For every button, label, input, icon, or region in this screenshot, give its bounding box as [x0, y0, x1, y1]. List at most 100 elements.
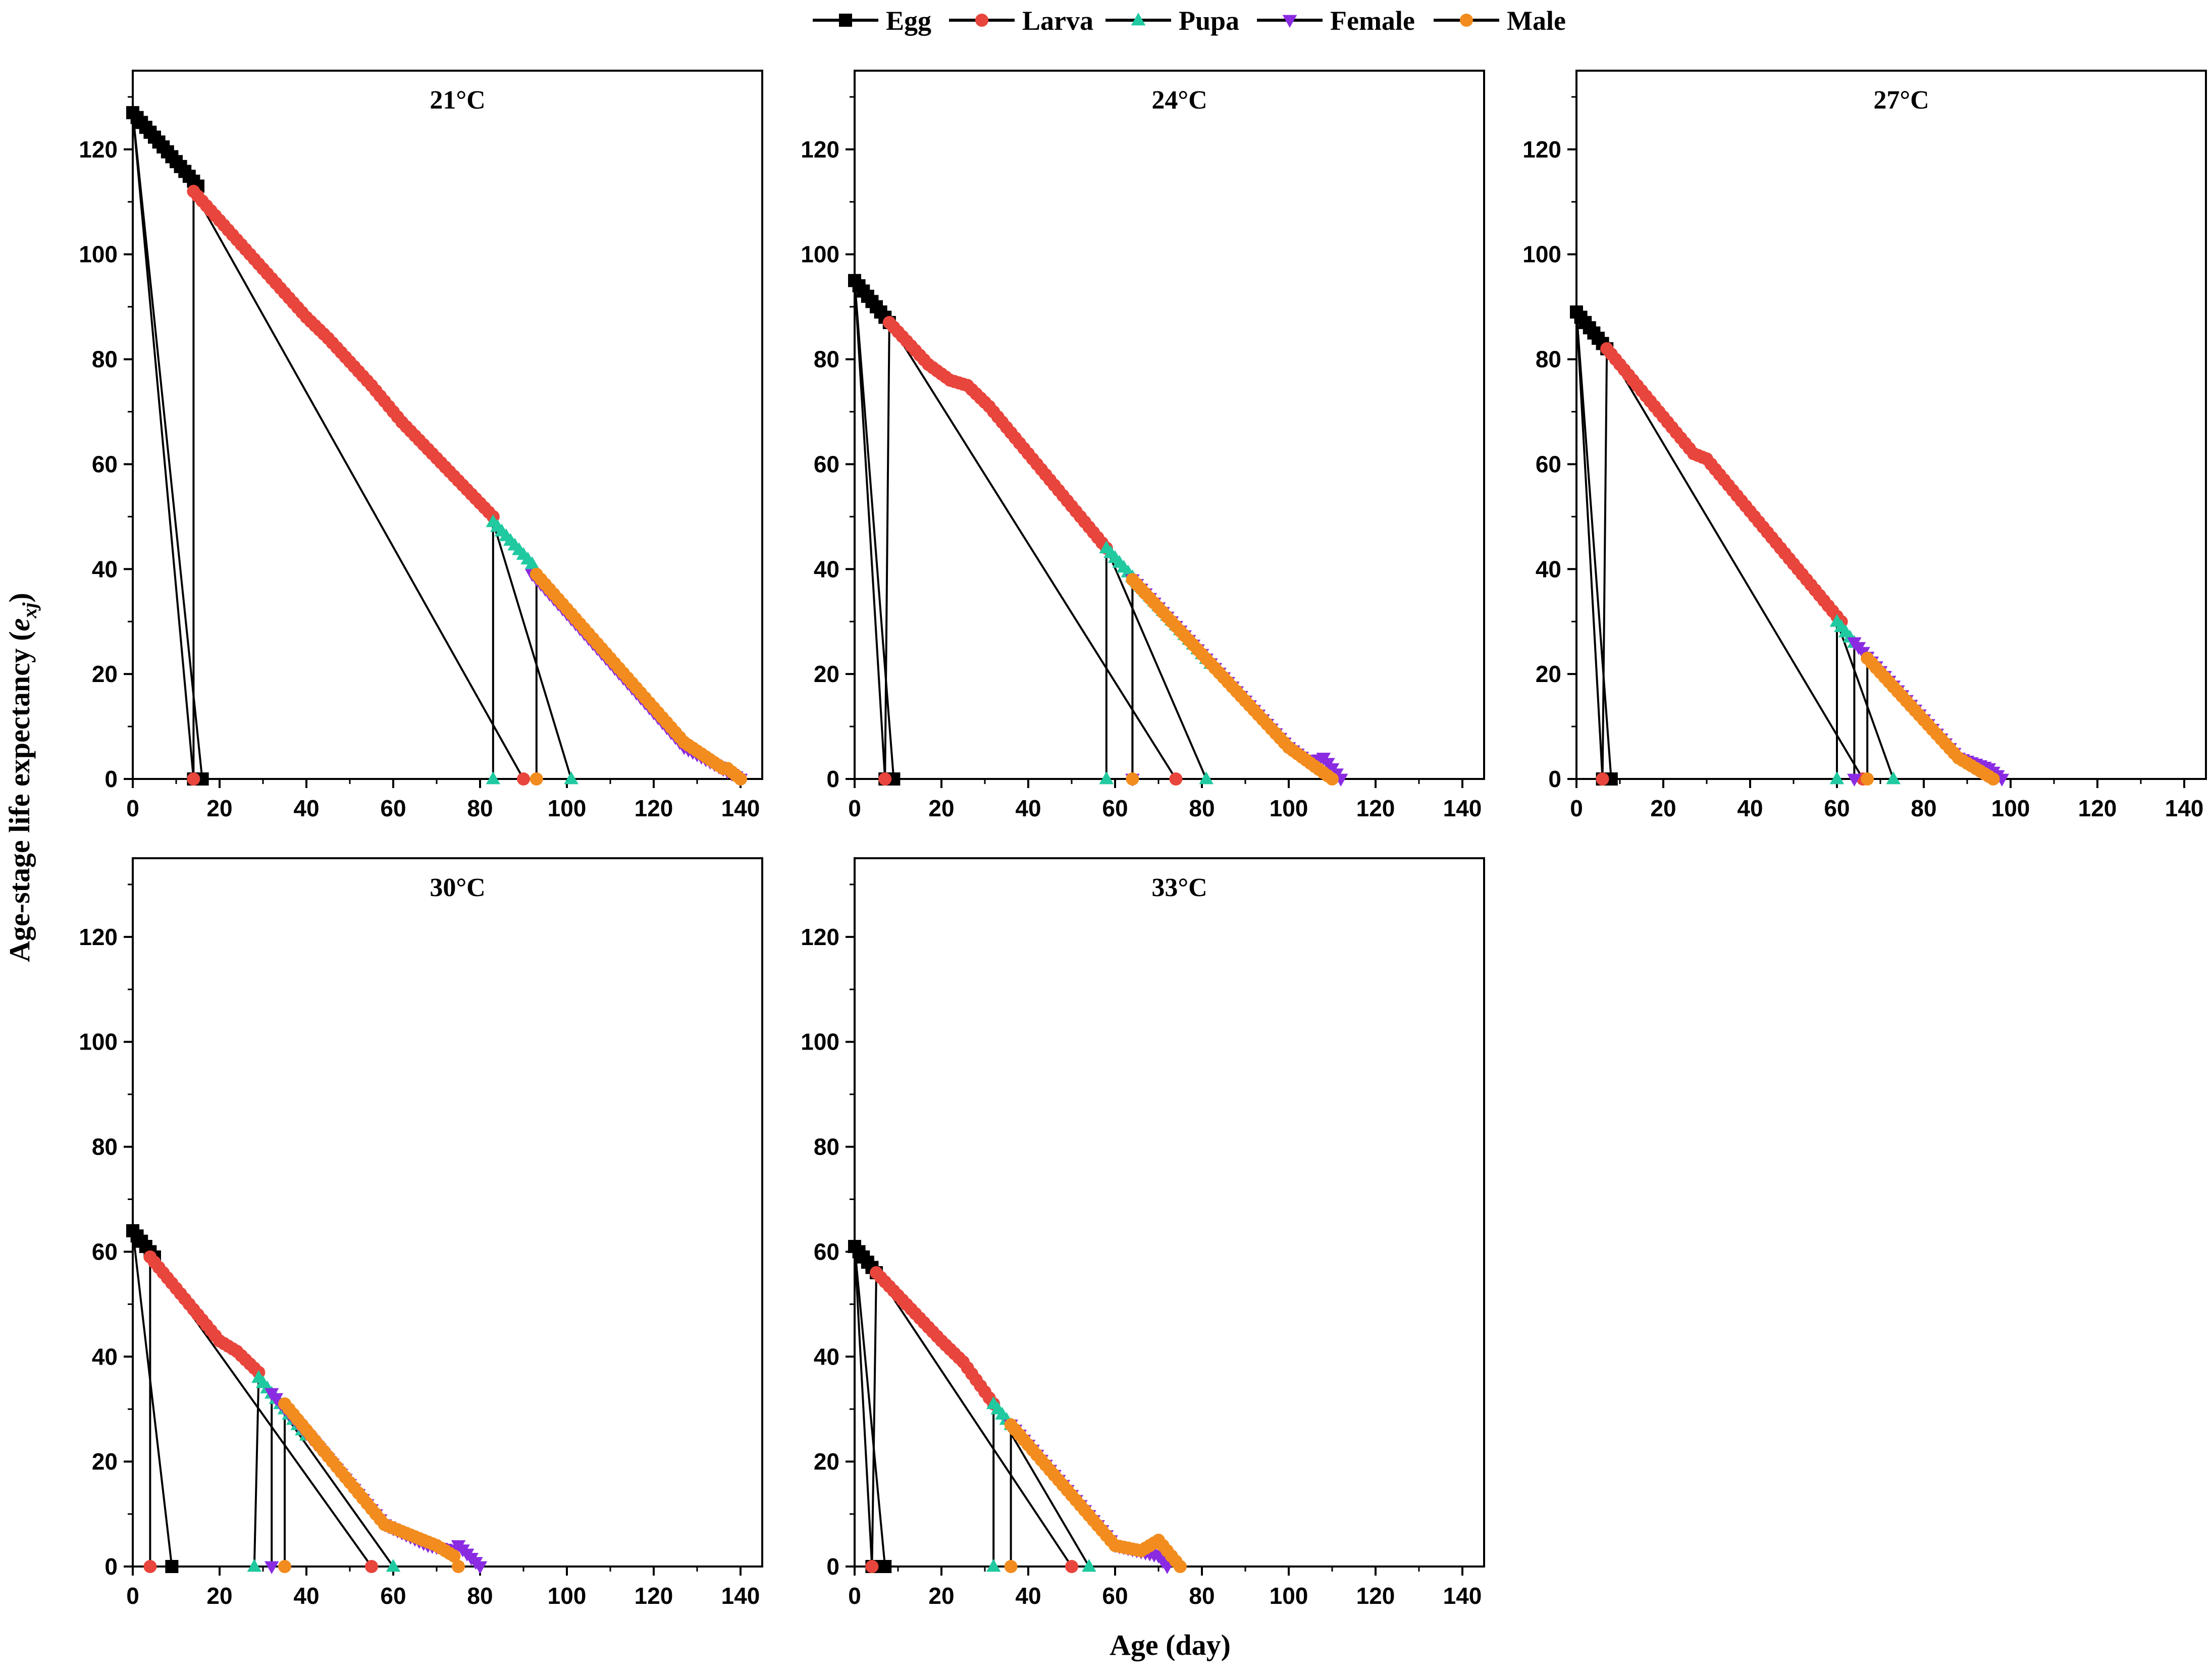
series-larva	[143, 1250, 378, 1573]
x-tick-label: 60	[1102, 795, 1128, 821]
drop-point-egg	[878, 1560, 892, 1573]
x-tick-label: 80	[1189, 795, 1215, 821]
series-male	[1861, 651, 2000, 786]
drop-point-larva	[143, 1560, 157, 1573]
x-tick-label: 100	[1270, 1583, 1308, 1609]
drop-line-egg	[132, 1230, 173, 1567]
chart-panel-4: 0 20 40 60 80 100 120 140 0 20 40 60 80 100 120 30°C	[79, 857, 763, 1609]
y-tick-label: 120	[801, 136, 839, 163]
chart-panels: 0 20 40 60 80 100 120 140 0 20 40 60 80 100 120 21°C 0 20…	[79, 70, 2207, 1609]
y-tick-label: 0	[826, 1553, 839, 1580]
y-tick-label: 60	[92, 451, 118, 477]
legend-marker-larva	[975, 14, 988, 27]
y-axis-title: Age-stage life expectancy (exj)	[3, 593, 41, 962]
drop-line-larva	[884, 322, 890, 779]
y-tick-label: 100	[801, 241, 839, 268]
x-tick-label: 80	[1911, 795, 1936, 821]
x-tick-label: 40	[1737, 795, 1763, 821]
y-tick-label: 20	[92, 1448, 118, 1475]
panel-title: 30°C	[430, 873, 485, 902]
plot-frame	[132, 857, 763, 1568]
x-tick-label: 0	[1570, 795, 1583, 821]
y-tick-label: 60	[814, 1238, 839, 1265]
x-tick-label: 20	[206, 795, 232, 821]
x-tick-label: 80	[467, 1583, 493, 1609]
panel-title: 21°C	[430, 86, 485, 115]
y-tick-label: 120	[1522, 136, 1561, 163]
drop-point-male	[278, 1560, 291, 1573]
drop-line-egg	[1575, 311, 1604, 779]
point-male	[452, 1560, 465, 1573]
drop-lines	[854, 280, 1207, 780]
series-egg	[126, 106, 209, 786]
legend-item-female: Female	[1257, 6, 1415, 36]
drop-line-larva	[1601, 348, 1608, 779]
x-tick-label: 20	[1650, 795, 1676, 821]
drop-line-larva	[875, 1272, 1073, 1568]
point-male	[1326, 772, 1339, 786]
drop-point-pupa	[1082, 1559, 1096, 1572]
y-tick-label: 40	[814, 1343, 839, 1370]
drop-point-pupa	[386, 1559, 401, 1572]
x-tick-label: 120	[635, 1583, 673, 1609]
series-larva	[187, 185, 530, 786]
y-tick-label: 40	[92, 1343, 118, 1370]
point-male	[734, 772, 747, 786]
plot-frame	[132, 70, 763, 780]
drop-point-egg	[165, 1560, 179, 1573]
series-male	[278, 1397, 465, 1573]
x-tick-label: 20	[928, 1583, 954, 1609]
x-tick-label: 100	[548, 795, 587, 821]
y-tick-label: 40	[1536, 556, 1561, 582]
y-tick-label: 80	[814, 1134, 839, 1160]
drop-line-pupa	[253, 1377, 260, 1567]
x-tick-label: 140	[721, 795, 760, 821]
y-tick-label: 100	[801, 1029, 839, 1055]
drop-line-pupa	[1105, 547, 1207, 779]
y-tick-label: 0	[104, 1553, 118, 1580]
legend-label-egg: Egg	[886, 6, 931, 36]
panel-title: 27°C	[1873, 86, 1929, 115]
legend-marker-pupa	[1131, 13, 1146, 26]
x-tick-label: 120	[1356, 795, 1395, 821]
drop-point-pupa	[486, 771, 501, 785]
drop-line-egg	[132, 112, 195, 779]
drop-line-larva	[1606, 348, 1864, 780]
x-tick-label: 140	[1443, 1583, 1482, 1609]
x-tick-label: 80	[1189, 1583, 1215, 1609]
y-tick-label: 0	[1548, 766, 1561, 792]
legend-marker-female	[1282, 15, 1297, 28]
drop-point-male	[530, 772, 543, 786]
x-tick-label: 40	[1015, 795, 1041, 821]
chart-panel-5: 0 20 40 60 80 100 120 140 0 20 40 60 80 100 120 33°C	[801, 857, 1485, 1609]
drop-point-male	[1861, 772, 1874, 786]
series-larva	[1596, 342, 1870, 786]
y-tick-label: 20	[1536, 661, 1561, 687]
point-pupa	[524, 556, 540, 569]
series-pupa	[486, 514, 578, 785]
x-tick-label: 0	[848, 1583, 861, 1609]
drop-point-pupa	[1099, 771, 1114, 785]
x-tick-label: 40	[293, 1583, 319, 1609]
drop-line-larva	[192, 191, 524, 779]
drop-point-pupa	[247, 1559, 262, 1572]
drop-point-pupa	[1886, 771, 1901, 785]
x-tick-label: 140	[1443, 795, 1482, 821]
drop-line-larva	[871, 1272, 877, 1567]
legend-label-male: Male	[1507, 6, 1566, 36]
x-tick-label: 60	[1102, 1583, 1128, 1609]
drop-point-larva	[187, 772, 200, 786]
y-tick-label: 120	[79, 136, 118, 163]
drop-point-male	[1004, 1560, 1018, 1573]
drop-point-larva	[1065, 1560, 1078, 1573]
series-male	[1004, 1418, 1187, 1573]
drop-point-larva	[365, 1560, 378, 1573]
drop-point-pupa	[1829, 771, 1845, 785]
y-tick-label: 60	[814, 451, 839, 477]
y-tick-label: 100	[1522, 241, 1561, 268]
series-male	[530, 567, 747, 786]
legend-item-pupa: Pupa	[1105, 6, 1239, 36]
x-tick-label: 120	[1356, 1583, 1395, 1609]
series-male	[1126, 573, 1339, 786]
